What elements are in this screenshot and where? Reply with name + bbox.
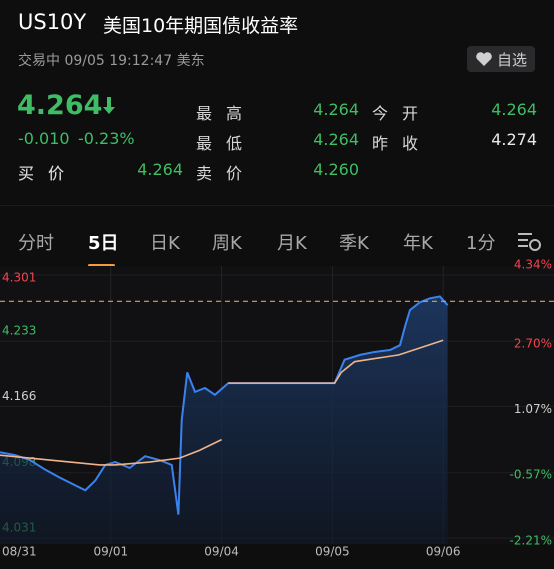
stat-value: 4.264 <box>313 100 359 119</box>
stat-value: 4.260 <box>313 160 359 179</box>
divider <box>0 205 554 206</box>
x-tick-label: 09/01 <box>94 545 129 559</box>
stat-value: 4.264 <box>313 130 359 149</box>
stat-value: 4.264 <box>491 100 537 119</box>
down-arrow <box>103 97 115 114</box>
tab[interactable]: 日K <box>150 233 180 254</box>
y2-tick-label: -0.57% <box>510 468 552 482</box>
symbol: US10Y <box>18 10 87 34</box>
average-line <box>0 339 444 466</box>
active-tab-underline <box>88 264 115 267</box>
stat-label: 今开 <box>372 104 433 123</box>
y-tick-label: 4.233 <box>2 324 36 338</box>
x-tick-label: 09/05 <box>315 545 350 559</box>
tab[interactable]: 5日 <box>88 233 119 254</box>
stat-label: 最低 <box>196 134 257 153</box>
stat-value: 4.264 <box>137 160 183 179</box>
stat-value: 4.274 <box>491 130 537 149</box>
watch-label: 自选 <box>497 51 528 69</box>
stat-label: 买价 <box>18 164 79 183</box>
x-tick-label: 08/31 <box>2 545 37 559</box>
tab[interactable]: 月K <box>277 233 307 254</box>
stat-label: 最高 <box>196 104 257 123</box>
tab[interactable]: 1分 <box>466 233 496 254</box>
bid-label: 买价 <box>18 164 79 183</box>
y-tick-label: 4.166 <box>2 389 36 403</box>
tab[interactable]: 季K <box>339 233 369 254</box>
tab[interactable]: 分时 <box>18 233 54 254</box>
price-line <box>0 295 449 515</box>
heart-icon <box>476 52 492 66</box>
settings-icon[interactable] <box>516 230 544 252</box>
y2-tick-label: 2.70% <box>514 336 552 350</box>
stat-label: 昨收 <box>372 134 433 153</box>
instrument-name: 美国10年期国债收益率 <box>103 15 299 37</box>
change: -0.010 <box>18 129 70 148</box>
trading-status: 交易中 09/05 19:12:47 美东 <box>18 53 205 69</box>
change-pct: -0.23% <box>78 129 135 148</box>
price: 4.264 <box>17 90 103 121</box>
y-tick-label: 4.301 <box>2 271 36 285</box>
y2-tick-label: 1.07% <box>514 402 552 416</box>
price-area <box>0 296 448 544</box>
x-tick-label: 09/06 <box>426 545 461 559</box>
y2-tick-label: 4.34% <box>514 258 552 272</box>
watch-button[interactable]: 自选 <box>467 46 535 72</box>
stat-label: 卖价 <box>196 164 257 183</box>
y2-tick-label: -2.21% <box>510 534 552 548</box>
x-tick-label: 09/04 <box>204 545 239 559</box>
tab[interactable]: 周K <box>212 233 242 254</box>
tab[interactable]: 年K <box>403 233 433 254</box>
